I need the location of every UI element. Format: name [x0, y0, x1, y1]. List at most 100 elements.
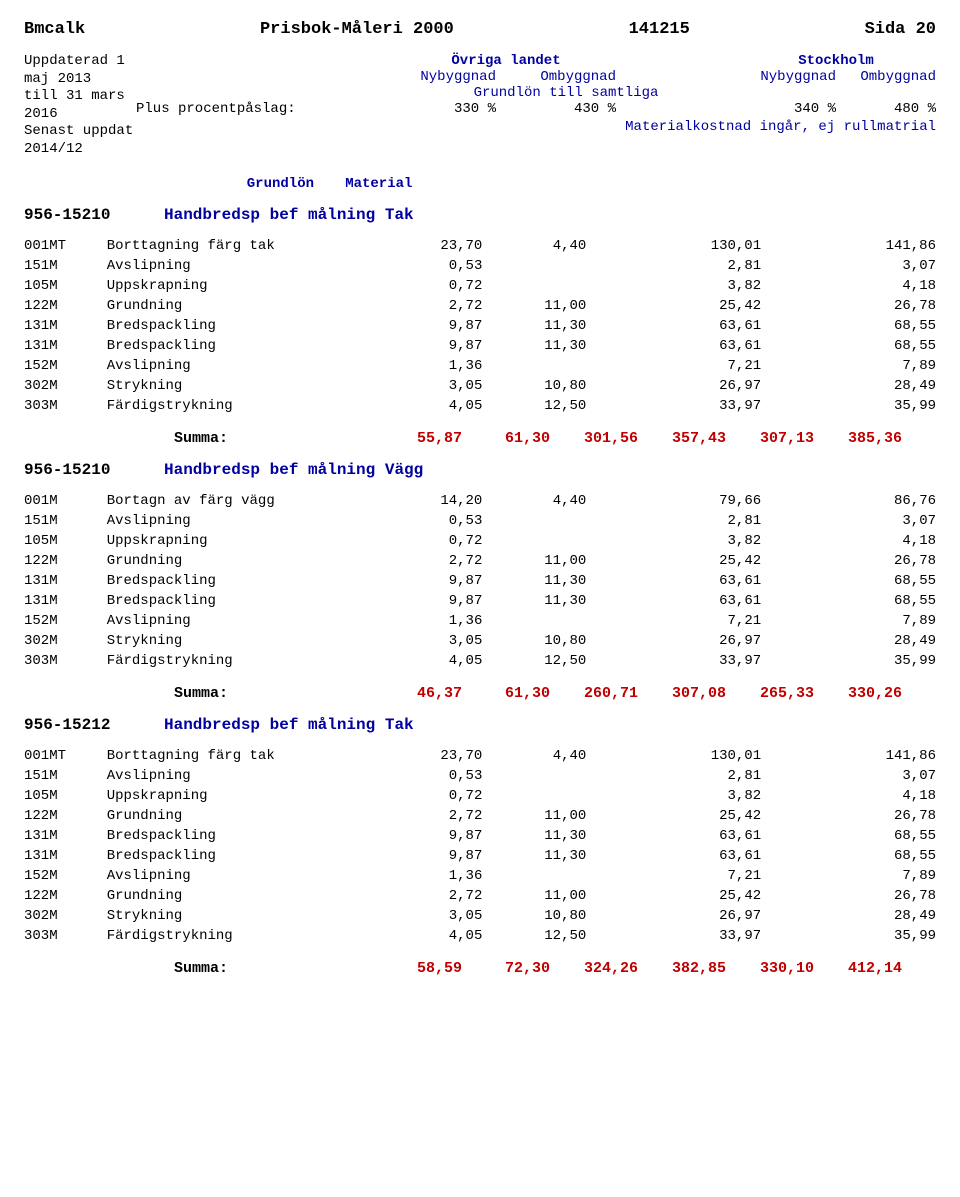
table-row: 105MUppskrapning0,723,824,18 — [24, 786, 936, 806]
row-val: 3,07 — [832, 766, 936, 786]
row-desc: Bredspackling — [107, 846, 379, 866]
row-val — [482, 256, 586, 276]
row-val: 9,87 — [378, 316, 482, 336]
row-code: 302M — [24, 376, 107, 396]
row-code: 131M — [24, 846, 107, 866]
row-desc: Grundning — [107, 551, 379, 571]
summa-value: 72,30 — [462, 960, 550, 977]
row-desc: Avslipning — [107, 511, 379, 531]
doc-title: Prisbok-Måleri 2000 — [260, 20, 454, 39]
table-row: 001MBortagn av färg vägg14,204,4079,6686… — [24, 491, 936, 511]
summa-value: 382,85 — [638, 960, 726, 977]
summa-value: 307,13 — [726, 430, 814, 447]
row-val: 9,87 — [378, 336, 482, 356]
row-val: 86,76 — [832, 491, 936, 511]
row-val: 28,49 — [832, 631, 936, 651]
row-code: 151M — [24, 511, 107, 531]
row-val — [482, 786, 586, 806]
row-code: 152M — [24, 356, 107, 376]
summa-label: Summa: — [24, 685, 374, 702]
row-val: 10,80 — [482, 376, 586, 396]
row-val: 12,50 — [482, 396, 586, 416]
row-desc: Bredspackling — [107, 826, 379, 846]
col-nybyggnad-1: Nybyggnad — [396, 69, 496, 85]
app-name: Bmcalk — [24, 20, 85, 39]
table-row: 105MUppskrapning0,723,824,18 — [24, 276, 936, 296]
row-val: 2,81 — [657, 256, 761, 276]
row-val: 23,70 — [378, 236, 482, 256]
pct-3: 340 % — [736, 101, 836, 117]
row-val: 10,80 — [482, 906, 586, 926]
summa-value: 330,10 — [726, 960, 814, 977]
row-val: 2,72 — [378, 886, 482, 906]
table-row: 152MAvslipning1,367,217,89 — [24, 611, 936, 631]
row-val: 63,61 — [657, 846, 761, 866]
row-val: 0,72 — [378, 276, 482, 296]
row-desc: Färdigstrykning — [107, 396, 379, 416]
col-ombyggnad-1: Ombyggnad — [496, 69, 616, 85]
row-val: 26,97 — [657, 376, 761, 396]
row-val: 68,55 — [832, 316, 936, 336]
row-desc: Bredspackling — [107, 316, 379, 336]
table-row: 303MFärdigstrykning4,0512,5033,9735,99 — [24, 926, 936, 946]
summa-value: 61,30 — [462, 430, 550, 447]
summa-value: 412,14 — [814, 960, 902, 977]
row-val: 3,82 — [657, 531, 761, 551]
row-val: 4,18 — [832, 276, 936, 296]
row-code: 001MT — [24, 746, 107, 766]
row-val: 33,97 — [657, 396, 761, 416]
meta-line-3: Senast uppdat 2014/12 — [24, 123, 136, 158]
row-code: 131M — [24, 591, 107, 611]
title-bar: Bmcalk Prisbok-Måleri 2000 141215 Sida 2… — [24, 20, 936, 39]
row-val: 68,55 — [832, 571, 936, 591]
summa-row: Summa:55,8761,30301,56357,43307,13385,36 — [24, 430, 936, 447]
price-table: 001MTBorttagning färg tak23,704,40130,01… — [24, 236, 936, 416]
row-val: 141,86 — [832, 236, 936, 256]
summa-value: 307,08 — [638, 685, 726, 702]
summa-value: 385,36 — [814, 430, 902, 447]
row-val: 7,21 — [657, 611, 761, 631]
row-val: 63,61 — [657, 826, 761, 846]
row-code: 001MT — [24, 236, 107, 256]
section-name: Handbredsp bef målning Tak — [164, 206, 414, 224]
table-row: 303MFärdigstrykning4,0512,5033,9735,99 — [24, 651, 936, 671]
row-val: 33,97 — [657, 926, 761, 946]
row-desc: Avslipning — [107, 256, 379, 276]
col-material: Material — [322, 176, 412, 192]
row-val: 9,87 — [378, 826, 482, 846]
row-desc: Strykning — [107, 376, 379, 396]
row-code: 001M — [24, 491, 107, 511]
summa-value: 330,26 — [814, 685, 902, 702]
row-code: 303M — [24, 926, 107, 946]
section-name: Handbredsp bef målning Vägg — [164, 461, 423, 479]
table-row: 122MGrundning2,7211,0025,4226,78 — [24, 886, 936, 906]
row-val: 14,20 — [378, 491, 482, 511]
row-val: 0,72 — [378, 786, 482, 806]
row-val — [482, 356, 586, 376]
row-val: 26,78 — [832, 551, 936, 571]
row-val: 25,42 — [657, 296, 761, 316]
row-code: 105M — [24, 786, 107, 806]
row-val: 35,99 — [832, 926, 936, 946]
plus-label: Plus procentpåslag: — [136, 101, 296, 117]
col-nybyggnad-2: Nybyggnad — [736, 69, 836, 85]
summa-label: Summa: — [24, 960, 374, 977]
material-note: Materialkostnad ingår, ej rullmatrial — [136, 119, 936, 135]
meta-line-1: Uppdaterad 1 maj 2013 — [24, 53, 136, 88]
row-val: 3,82 — [657, 276, 761, 296]
row-val: 141,86 — [832, 746, 936, 766]
row-code: 151M — [24, 256, 107, 276]
row-val: 4,18 — [832, 531, 936, 551]
row-code: 152M — [24, 611, 107, 631]
section-title: 956-15210Handbredsp bef målning Vägg — [24, 461, 936, 479]
region-ovriga: Övriga landet — [396, 53, 616, 69]
row-val: 3,05 — [378, 631, 482, 651]
row-desc: Färdigstrykning — [107, 926, 379, 946]
row-desc: Bredspackling — [107, 336, 379, 356]
row-val: 11,30 — [482, 336, 586, 356]
row-val: 25,42 — [657, 551, 761, 571]
region-stockholm: Stockholm — [736, 53, 936, 69]
row-desc: Grundning — [107, 886, 379, 906]
row-val — [482, 766, 586, 786]
row-val: 4,05 — [378, 926, 482, 946]
